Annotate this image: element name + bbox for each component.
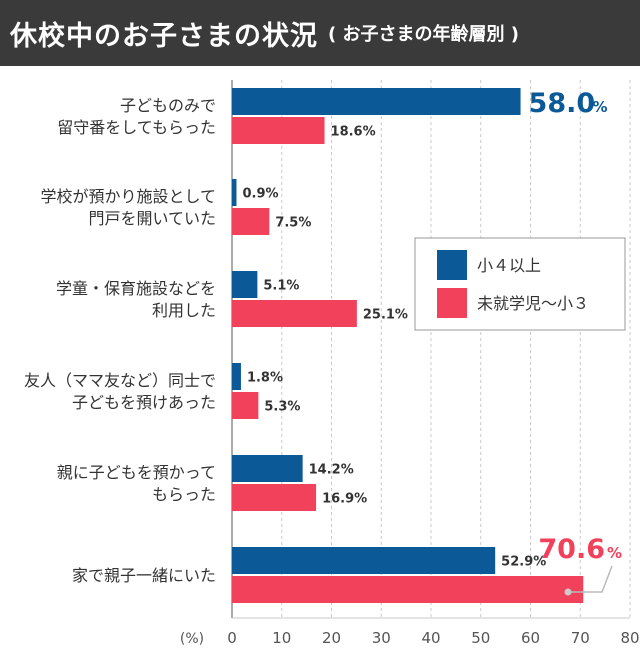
- data-label: 14.2%: [309, 463, 354, 478]
- data-label: 5.1%: [263, 279, 299, 294]
- legend-label: 未就学児〜小３: [477, 294, 589, 313]
- legend-swatch: [437, 250, 467, 280]
- bar: [232, 392, 259, 419]
- bar: [232, 208, 270, 235]
- x-axis-label: (%): [180, 631, 204, 647]
- category-label: 家で親子一緒にいた: [72, 566, 216, 585]
- chart-subtitle: ( お子さまの年齢層別 ): [328, 24, 519, 45]
- x-tick-label: 50: [471, 629, 490, 647]
- data-label: 52.9%: [501, 555, 546, 570]
- legend-label: 小４以上: [477, 256, 541, 275]
- bar: [232, 576, 584, 603]
- data-label: 0.9%: [242, 187, 278, 202]
- data-label: 18.6%: [331, 125, 376, 140]
- data-label-highlight: 58.0: [529, 88, 596, 119]
- category-label: 門戸を開いていた: [88, 209, 216, 228]
- data-label-unit: %: [593, 98, 608, 116]
- data-label: 25.1%: [363, 308, 408, 323]
- bar: [232, 179, 237, 206]
- x-tick-label: 40: [421, 629, 440, 647]
- x-tick-label: 70: [571, 629, 590, 647]
- x-tick-label: 60: [521, 629, 540, 647]
- category-label: もらった: [152, 485, 216, 504]
- category-label: 学童・保育施設などを: [56, 279, 216, 298]
- x-tick-label: 20: [322, 629, 341, 647]
- x-tick-label: 0: [227, 629, 237, 647]
- bar: [232, 455, 303, 482]
- bar: [232, 363, 241, 390]
- data-label: 7.5%: [275, 216, 311, 231]
- category-label: 子どものみで: [120, 96, 216, 115]
- chart-title: 休校中のお子さまの状況: [10, 20, 318, 52]
- x-tick-label: 30: [372, 629, 391, 647]
- legend-swatch: [437, 288, 467, 318]
- data-label-highlight: 70.6: [538, 534, 605, 565]
- x-tick-label: 10: [272, 629, 291, 647]
- category-label: 学校が預かり施設として: [40, 187, 216, 206]
- data-label-unit: %: [607, 544, 622, 562]
- bar: [232, 117, 325, 144]
- bar: [232, 88, 521, 115]
- data-label: 16.9%: [322, 492, 367, 507]
- category-label: 親に子どもを預かって: [57, 463, 216, 482]
- category-label: 子どもを預けあった: [72, 393, 216, 412]
- data-label: 1.8%: [247, 371, 283, 386]
- category-label: 利用した: [152, 301, 216, 320]
- bar: [232, 271, 258, 298]
- callout-dot: [564, 588, 572, 596]
- bar: [232, 300, 357, 327]
- callout-leader-line: [570, 565, 613, 593]
- category-label: 友人（ママ友など）同士で: [24, 371, 216, 390]
- bar: [232, 484, 317, 511]
- data-label: 5.3%: [264, 400, 300, 415]
- title-bar: 休校中のお子さまの状況 ( お子さまの年齢層別 ): [0, 0, 640, 66]
- bar: [232, 547, 496, 574]
- x-tick-label: 80: [620, 629, 639, 647]
- category-label: 留守番をしてもらった: [57, 118, 216, 137]
